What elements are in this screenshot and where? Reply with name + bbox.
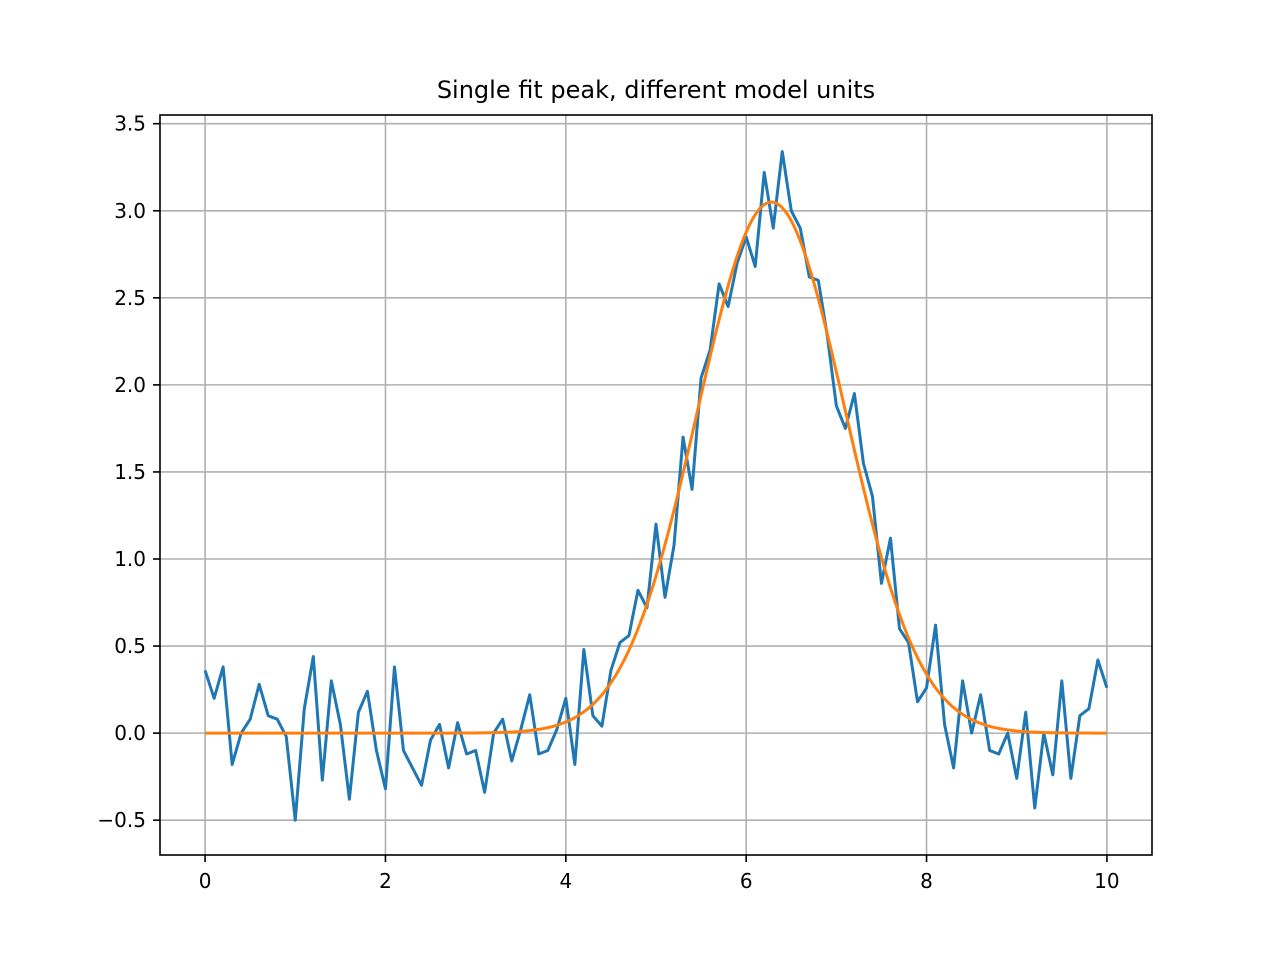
- y-tick-label: 3.5: [114, 112, 146, 136]
- y-tick-label: 2.5: [114, 286, 146, 310]
- data-series-line: [203, 150, 1109, 822]
- y-tick-label: 1.0: [114, 547, 146, 571]
- x-tick-label: 4: [559, 869, 572, 893]
- x-tick-label: 6: [740, 869, 753, 893]
- x-tick-label: 8: [920, 869, 933, 893]
- grid-lines: [160, 115, 1152, 855]
- chart-title: Single fit peak, different model units: [437, 76, 875, 104]
- fit-model-line: [205, 200, 1107, 735]
- y-tick-label: 0.5: [114, 634, 146, 658]
- x-tick-label: 2: [379, 869, 392, 893]
- axes-frame: [159, 114, 1153, 856]
- x-tick-label: 0: [199, 869, 212, 893]
- y-tick-label: −0.5: [97, 808, 146, 832]
- axes: 0 2 4 6 8 10 −0.5 0.0 0.5 1.0 1.5 2.0 2.5 3.0 3.5: [97, 112, 1153, 893]
- x-tick-label: 10: [1094, 869, 1119, 893]
- y-tick-label: 2.0: [114, 373, 146, 397]
- y-tick-label: 3.0: [114, 199, 146, 223]
- y-tick-label: 0.0: [114, 721, 146, 745]
- plot-series: [203, 150, 1109, 822]
- y-tick-label: 1.5: [114, 460, 146, 484]
